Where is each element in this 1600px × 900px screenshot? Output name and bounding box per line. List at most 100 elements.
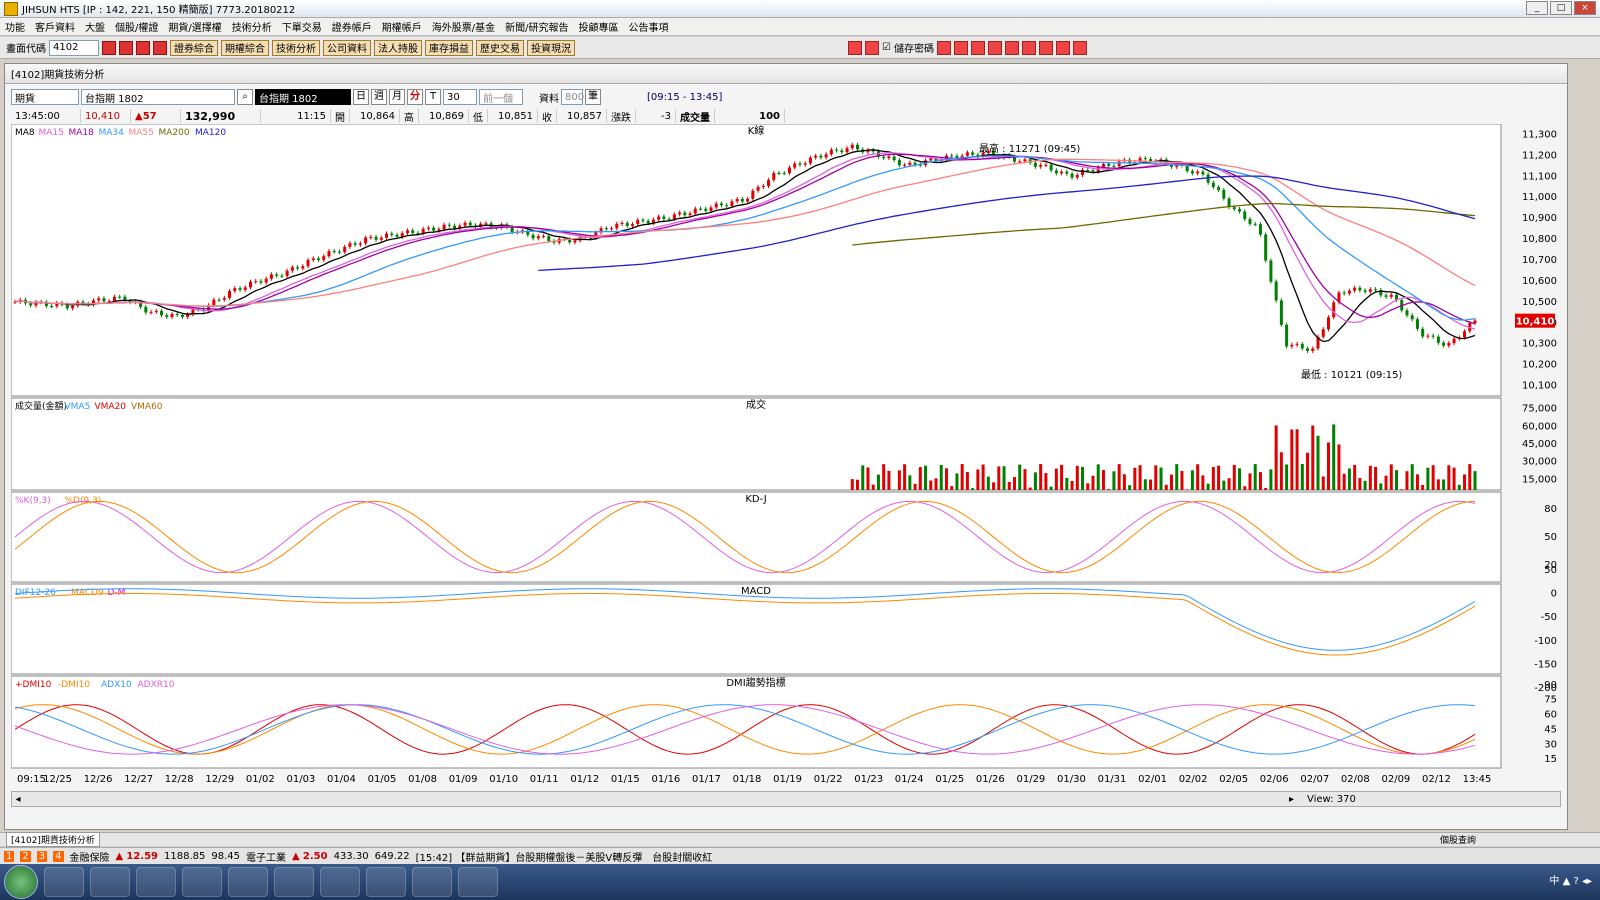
period-month[interactable]: 月 [389,89,405,105]
tool-icon[interactable] [1004,40,1019,55]
candle [934,158,938,162]
scroll-right-icon[interactable]: ▸ [1289,793,1295,805]
toolbar-button[interactable]: 投資現況 [527,39,575,56]
toolbar-button[interactable]: 技術分析 [272,39,320,56]
plus-icon[interactable] [865,40,879,55]
menu-item[interactable]: 下單交易 [281,23,322,34]
tool-icon[interactable] [970,40,985,55]
maximize-button[interactable]: □ [1550,1,1572,15]
page-1-button[interactable]: 1 [4,850,15,862]
candle [369,236,373,238]
dropdown-icon[interactable] [153,40,167,55]
prev-button[interactable]: 前一個 [479,89,523,105]
menu-item[interactable]: 公告事項 [628,23,669,34]
menu-item[interactable]: 證券帳戶 [331,23,372,34]
volume-bar [1211,467,1215,490]
toolbar-button[interactable]: 法人持股 [374,39,422,56]
tool-icon[interactable] [1072,40,1087,55]
page-2-button[interactable]: 2 [20,850,31,862]
minimize-button[interactable]: _ [1526,1,1548,15]
print-icon[interactable] [102,40,116,55]
news-ticker[interactable]: [15:42] 【群益期貨】台股期權盤後－美股V轉反彈 台股封關收紅 [415,852,713,864]
scroll-left-icon[interactable]: ◂ [15,793,21,805]
menu-item[interactable]: 功能 [5,23,25,34]
taskbar-app-icon[interactable] [44,867,84,897]
start-button[interactable] [4,865,38,899]
period-minute[interactable]: 分 [407,89,423,105]
info-time: 13:45:00 [11,109,81,123]
period-tick[interactable]: T [425,89,441,105]
menu-item[interactable]: 客戶資料 [35,23,75,34]
taskbar-app-icon[interactable] [458,867,498,897]
data-count-input[interactable]: 800 [561,89,584,105]
tool-icon[interactable] [936,40,951,55]
tool-icon[interactable] [1021,40,1036,55]
toolbar-button[interactable]: 公司資料 [323,39,371,56]
menu-item[interactable]: 新聞/研究報告 [505,23,569,34]
candle [400,233,404,237]
taskbar-app-icon[interactable] [320,867,360,897]
menu-item[interactable]: 海外股票/基金 [431,23,496,34]
stock-query-label[interactable]: 個股查詢 [1439,836,1476,846]
market-select[interactable]: 期貨 [11,89,79,105]
taskbar-app-icon[interactable] [366,867,406,897]
tool-icon[interactable] [987,40,1002,55]
system-tray[interactable]: 中 ▲ ? ◂▸ [1549,876,1592,887]
candle [913,162,917,165]
taskbar-app-icon[interactable] [90,867,130,897]
menu-item[interactable]: 投顧專區 [578,23,619,34]
candle [740,199,744,202]
candle [1012,156,1016,162]
menu-item[interactable]: 個股/權證 [115,23,159,34]
plus-icon[interactable] [848,40,862,55]
taskbar-app-icon[interactable] [228,867,268,897]
candle [871,150,875,152]
interval-select[interactable]: 30 [443,89,477,105]
menu-item[interactable]: 大盤 [85,23,105,34]
taskbar-app-icon[interactable] [412,867,452,897]
tab-active[interactable]: [4102]期貨技術分析 [6,832,100,847]
tool-icon[interactable] [1055,40,1070,55]
x-tick-label: 02/12 [1422,774,1451,785]
volume-bar [939,464,943,490]
period-week[interactable]: 週 [371,89,387,105]
moving-average-line [14,158,1476,307]
search-icon[interactable]: ⌕ [237,89,253,105]
contract-select[interactable]: 台指期 1802 [81,89,235,105]
candle [1264,234,1268,261]
toolbar-button[interactable]: 歷史交易 [476,39,524,56]
close-button[interactable]: × [1574,1,1596,15]
tool-icon[interactable] [953,40,968,55]
save-icon[interactable] [136,40,150,55]
taskbar-app-icon[interactable] [136,867,176,897]
page-4-button[interactable]: 4 [53,850,64,862]
candle [107,301,111,303]
candle [1426,335,1430,337]
search-icon[interactable] [119,40,133,55]
menu-item[interactable]: 期貨/選擇權 [168,23,222,34]
volume-bar [1107,489,1111,490]
menu-item[interactable]: 期權帳戶 [381,23,422,34]
info-close-label: 收 [538,109,557,124]
legend-entry: ADXR10 [138,680,175,690]
taskbar-app-icon[interactable] [274,867,314,897]
x-tick-label: 12/25 [43,774,72,785]
toolbar-button[interactable]: 期權綜合 [221,39,269,56]
candle [1442,342,1446,346]
save-password-checkbox[interactable]: ☑ [882,42,891,53]
info-bar-time: 11:15 [261,109,331,123]
horizontal-scrollbar[interactable]: ◂ ▸ View: 370 [11,791,1561,807]
technical-chart[interactable]: 10,10010,20010,30010,40010,50010,60010,7… [11,124,1561,789]
period-day[interactable]: 日 [353,89,369,105]
menu-item[interactable]: 技術分析 [231,23,272,34]
volume-bar [1279,452,1283,490]
candle [568,239,572,243]
page-3-button[interactable]: 3 [36,850,48,862]
volume-bar [929,480,933,490]
x-tick-label: 01/23 [854,774,883,785]
toolbar-button[interactable]: 庫存損益 [425,39,473,56]
code-input[interactable]: 4102 [49,39,99,56]
tool-icon[interactable] [1038,40,1053,55]
taskbar-app-icon[interactable] [182,867,222,897]
toolbar-button[interactable]: 證券綜合 [170,39,218,56]
